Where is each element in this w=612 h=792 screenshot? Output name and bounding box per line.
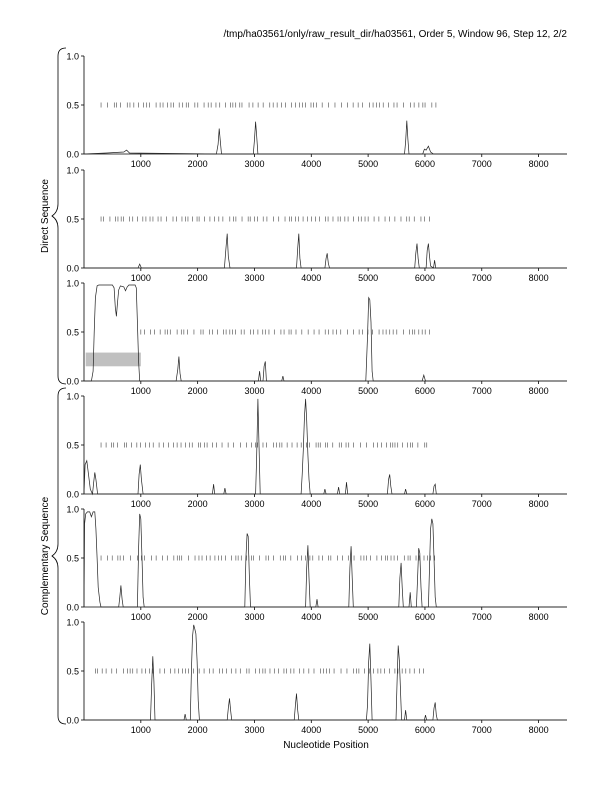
y-tick-label: 0.5 [66,215,79,225]
y-tick-label: 0.0 [66,377,79,387]
x-tick-label: 8000 [529,612,549,622]
score-trace [83,511,567,608]
x-tick-label: 2000 [188,725,208,735]
y-tick-label: 0.0 [66,603,79,613]
x-tick-label: 7000 [472,273,492,283]
x-tick-label: 8000 [529,725,549,735]
x-tick-label: 5000 [358,273,378,283]
x-tick-label: 1000 [131,725,151,735]
score-trace [84,284,567,382]
x-tick-label: 3000 [244,612,264,622]
panel-5: 0.0 0.5 1.0 1000 2000 3000 4000 5000 6000 7000 800… [66,505,567,622]
complementary-sequence-brace [51,387,67,725]
x-tick-label: 5000 [358,612,378,622]
panel-2: 0.0 0.5 1.0 1000 2000 3000 4000 5000 6000 7000 800… [66,166,567,283]
y-tick-label: 0.5 [66,101,79,111]
score-trace [83,398,567,496]
y-tick-label: 0.5 [66,667,79,677]
direct-sequence-label: Direct Sequence [40,179,51,253]
score-trace [83,120,567,155]
y-tick-label: 1.0 [66,279,79,289]
y-tick-label: 0.0 [66,150,79,160]
x-tick-label: 3000 [244,273,264,283]
x-tick-label: 8000 [529,159,549,169]
x-tick-label: 2000 [188,612,208,622]
panels: 0.0 0.5 1.0 1000 2000 3000 4000 5000 6000 7000 800… [66,52,567,735]
x-tick-label: 6000 [415,499,435,509]
x-tick-label: 6000 [415,273,435,283]
y-tick-label: 1.0 [66,166,79,176]
x-tick-label: 4000 [301,273,321,283]
x-tick-label: 5000 [358,499,378,509]
panel-1: 0.0 0.5 1.0 1000 2000 3000 4000 5000 6000 7000 800… [66,52,567,169]
y-tick-label: 0.0 [66,716,79,726]
y-tick-label: 0.0 [66,264,79,274]
x-tick-label: 1000 [131,159,151,169]
complementary-sequence-label: Complementary Sequence [40,496,51,615]
x-tick-label: 8000 [529,386,549,396]
x-tick-label: 4000 [301,612,321,622]
panel-4: 0.0 0.5 1.0 1000 2000 3000 4000 5000 6000 7000 800… [66,392,567,509]
x-tick-label: 2000 [188,159,208,169]
x-tick-label: 8000 [529,499,549,509]
x-tick-label: 6000 [415,386,435,396]
x-tick-label: 2000 [188,386,208,396]
x-tick-label: 7000 [472,159,492,169]
x-tick-label: 4000 [301,386,321,396]
x-tick-label: 1000 [131,499,151,509]
x-tick-label: 6000 [415,159,435,169]
x-tick-label: 3000 [244,725,264,735]
panel-3: 0.0 0.5 1.0 1000 2000 3000 4000 5000 6000 7000 800… [66,279,567,396]
figure-header: /tmp/ha03561/only/raw_result_dir/ha03561… [223,29,567,40]
x-tick-label: 7000 [472,499,492,509]
x-tick-label: 5000 [358,159,378,169]
y-tick-label: 0.5 [66,441,79,451]
score-trace [84,233,567,269]
x-tick-label: 3000 [244,159,264,169]
direct-sequence-brace [51,47,67,385]
x-tick-label: 6000 [415,725,435,735]
x-tick-label: 4000 [301,159,321,169]
y-tick-label: 0.5 [66,554,79,564]
x-tick-label: 1000 [131,612,151,622]
x-tick-label: 8000 [529,273,549,283]
panel-6: 0.0 0.5 1.0 1000 2000 3000 4000 5000 6000 7000 800… [66,618,567,735]
x-tick-label: 1000 [131,273,151,283]
y-tick-label: 1.0 [66,618,79,628]
x-tick-label: 1000 [131,386,151,396]
highlight-region [85,352,141,367]
x-tick-label: 4000 [301,499,321,509]
x-tick-label: 7000 [472,725,492,735]
y-tick-label: 1.0 [66,505,79,515]
x-tick-label: 3000 [244,386,264,396]
x-tick-label: 3000 [244,499,264,509]
x-tick-label: 7000 [472,386,492,396]
y-tick-label: 1.0 [66,392,79,402]
x-tick-label: 4000 [301,725,321,735]
score-trace [84,624,567,721]
x-tick-label: 2000 [188,273,208,283]
x-tick-label: 7000 [472,612,492,622]
y-tick-label: 0.0 [66,490,79,500]
x-tick-label: 6000 [415,612,435,622]
y-tick-label: 1.0 [66,52,79,62]
x-tick-label: 5000 [358,725,378,735]
x-tick-label: 5000 [358,386,378,396]
x-axis-label: Nucleotide Position [283,740,369,751]
y-tick-label: 0.5 [66,328,79,338]
x-tick-label: 2000 [188,499,208,509]
